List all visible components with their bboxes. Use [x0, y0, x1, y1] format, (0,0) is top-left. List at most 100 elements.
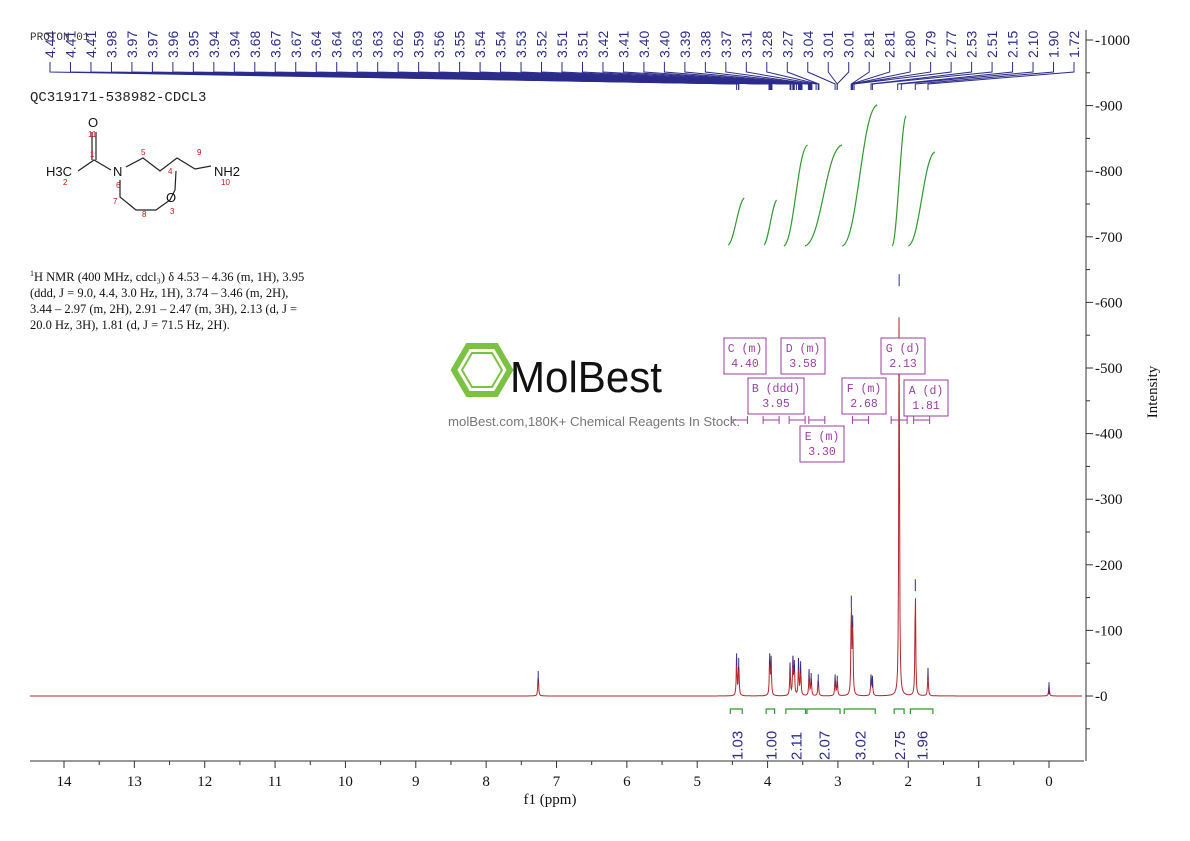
peak-pick-label: 3.63	[349, 31, 365, 58]
peak-pick-label: 2.53	[964, 31, 980, 58]
peak-pick-connector	[581, 62, 803, 90]
spectrum-trace	[30, 274, 1082, 697]
peak-pick-label: 3.28	[759, 31, 775, 58]
multiplet-label: A (d)	[909, 385, 944, 398]
peak-pick-connector	[900, 62, 1034, 90]
nmr-description-line-3: 3.44 – 2.97 (m, 2H), 2.91 – 2.47 (m, 3H)…	[30, 302, 298, 317]
peak-pick-label: 3.38	[697, 31, 713, 58]
molbest-watermark: MolBest molBest.com,180K+ Chemical Reage…	[448, 343, 740, 429]
integral-bracket	[806, 708, 841, 714]
multiplet-label: C (m)	[728, 343, 763, 356]
peak-pick-label: 2.10	[1025, 31, 1041, 58]
y-tick-label: -600	[1095, 295, 1123, 311]
peak-pick-label: 3.01	[841, 31, 857, 58]
nmr-description-line-2: (ddd, J = 9.0, 4.4, 3.0 Hz, 1H), 3.74 – …	[30, 286, 289, 301]
peak-pick-connector	[602, 62, 809, 90]
nmr-description-line-4: 20.0 Hz, 3H), 1.81 (d, J = 71.5 Hz, 2H).	[30, 318, 230, 333]
molecule-bonds	[77, 132, 212, 211]
integral-value: 2.07	[817, 731, 834, 760]
peak-pick-label: 3.51	[574, 31, 590, 58]
integral-curve	[783, 144, 809, 247]
nmr-superscript: 1	[30, 269, 34, 278]
peak-pick-label: 3.31	[738, 31, 754, 58]
y-tick-label: -0	[1095, 689, 1108, 705]
multiplet-box	[723, 337, 767, 375]
hexagon-logo-icon	[450, 343, 514, 397]
atom-index-1: 1	[90, 150, 95, 159]
peak-pick-label: 3.59	[411, 31, 427, 58]
nmr-description: 1H NMR (400 MHz, cdcl₃) δ 4.53 – 4.36 (m…	[30, 266, 360, 333]
peak-pick-connector	[807, 62, 836, 90]
peak-pick-label: 3.04	[800, 31, 816, 58]
x-tick-label: 4	[764, 774, 772, 790]
y-axis: -1000 -900 -800 -700 -600 -500 -400 -300 -200 -10…	[1085, 30, 1161, 761]
peak-pick-label: 3.67	[267, 31, 283, 58]
integral-value: 3.02	[853, 731, 870, 760]
multiplet-label: D (m)	[786, 343, 821, 356]
peak-pick-label: 3.55	[452, 31, 468, 58]
nmr-description-line-1: 1H NMR (400 MHz, cdcl₃) δ 4.53 – 4.36 (m…	[30, 266, 360, 285]
peak-pick-label: 3.94	[226, 31, 242, 58]
peak-pick-connector	[704, 62, 812, 90]
multiplet-d: D (m) 3.58	[780, 337, 826, 424]
integral-value: 1.96	[915, 731, 932, 760]
peak-pick-connector	[766, 62, 819, 90]
multiplet-label: G (d)	[886, 343, 921, 356]
peak-pick-connector	[852, 62, 932, 90]
peak-pick-label: 3.64	[308, 31, 324, 58]
x-axis: 14 13 12 11 10 9 8 7 6 5 4 3 2 1 0 f1 (ppm)	[30, 760, 1084, 808]
multiplet-label: E (m)	[805, 431, 840, 444]
peak-pick-label: 4.41	[83, 31, 99, 58]
multiplet-shift: 1.81	[912, 400, 940, 413]
y-axis-label: Intensity	[1145, 365, 1161, 418]
multiplet-box	[880, 337, 926, 375]
integral-bracket	[785, 708, 807, 714]
integral-curve	[727, 197, 745, 246]
peak-pick-connector	[663, 62, 811, 90]
multiplet-shift: 2.68	[850, 398, 878, 411]
molecule-structure: O 11 1 H3C 2 N 6 5 4 9 NH2 10 7 8 O 3	[46, 115, 240, 219]
peak-pick-label: 3.01	[820, 31, 836, 58]
peak-pick-connector	[870, 62, 973, 90]
y-tick-label: -900	[1095, 99, 1123, 115]
peak-pick-label: 2.79	[923, 31, 939, 58]
peak-pick-label: 1.72	[1066, 31, 1082, 58]
atom-carbonyl-o: O	[88, 115, 98, 130]
experiment-label: PROTON_01	[30, 32, 90, 44]
multiplet-box	[747, 377, 805, 415]
integral-curve	[763, 199, 778, 246]
x-axis-label: f1 (ppm)	[524, 792, 577, 808]
multiplet-label: B (ddd)	[752, 383, 800, 396]
peak-pick-label: 3.54	[472, 31, 488, 58]
x-tick-label: 13	[127, 774, 142, 790]
peak-pick-label: 2.15	[1005, 31, 1021, 58]
x-tick-label: 1	[975, 774, 983, 790]
atom-index-11: 11	[88, 130, 97, 139]
atom-index-9: 9	[197, 148, 202, 157]
x-tick-label: 12	[197, 774, 212, 790]
peak-pick-connector	[786, 62, 820, 90]
nmr-line-1-text: H NMR (400 MHz, cdcl₃) δ 4.53 – 4.36 (m,…	[34, 270, 305, 285]
x-tick-label: 5	[693, 774, 701, 790]
peak-pick-connector	[914, 62, 1055, 90]
peak-pick-connector	[850, 62, 891, 90]
peak-pick-label: 1.90	[1046, 31, 1062, 58]
peak-pick-connector	[622, 62, 810, 90]
multiplet-c: C (m) 4.40	[723, 337, 767, 424]
y-tick-label: -100	[1095, 623, 1123, 639]
multiplet-f: F (m) 2.68	[841, 377, 887, 424]
multiplet-b: B (ddd) 3.95	[747, 377, 805, 424]
peak-pick-label: 3.52	[534, 31, 550, 58]
y-tick-label: -800	[1095, 164, 1123, 180]
peak-pick-label: 3.62	[390, 31, 406, 58]
peak-pick-connector	[851, 62, 911, 90]
multiplet-shift: 3.58	[789, 358, 817, 371]
integral-curve	[891, 115, 907, 247]
peak-pick-label: 4.41	[62, 31, 78, 58]
x-tick-label: 2	[905, 774, 913, 790]
atom-index-4: 4	[168, 167, 173, 176]
atom-nitrogen: N	[113, 164, 122, 179]
x-tick-label: 7	[553, 774, 561, 790]
peak-pick-label: 3.56	[431, 31, 447, 58]
